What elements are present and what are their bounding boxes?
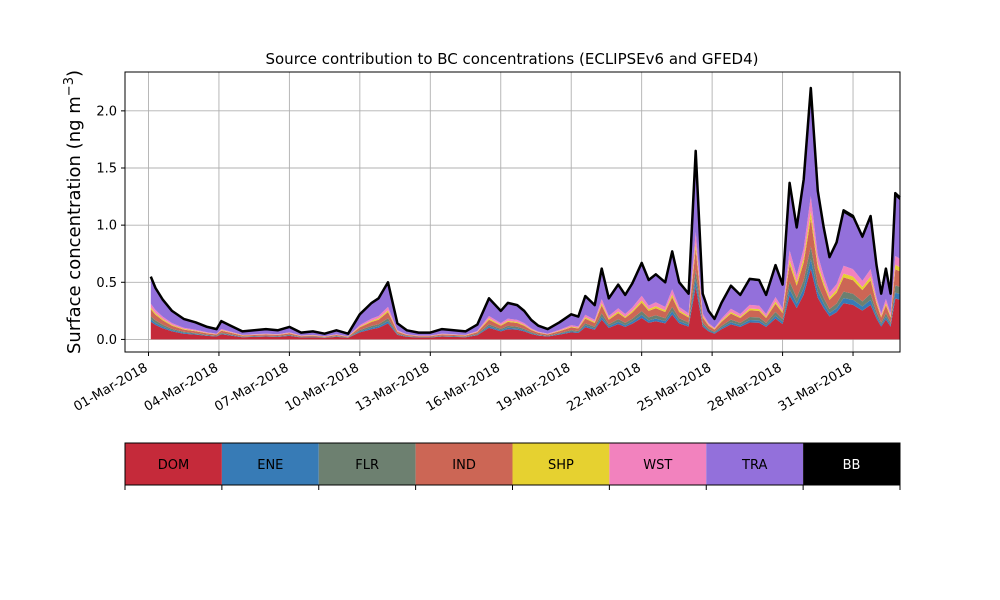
- legend-swatch-ene: [221, 443, 319, 485]
- legend-swatch-tra: [706, 443, 804, 485]
- y-axis-label: Surface concentration (ng m−3): [62, 70, 85, 354]
- y-axis-label-text: Surface concentration (ng m: [64, 96, 85, 354]
- y-tick-label-2: 1.0: [96, 219, 117, 234]
- y-tick-label-3: 1.5: [96, 162, 117, 177]
- legend-label-ind: IND: [452, 458, 476, 473]
- legend-label-wst: WST: [643, 458, 672, 473]
- total-outline: [149, 86, 901, 335]
- stacked-areas: [149, 86, 901, 340]
- legend-swatch-ind: [415, 443, 513, 485]
- y-tick-label-4: 2.0: [96, 104, 117, 119]
- y-axis-label-close: ): [64, 70, 85, 77]
- y-tick-label-1: 0.5: [96, 276, 117, 291]
- legend-label-ene: ENE: [257, 458, 283, 473]
- legend-label-shp: SHP: [548, 458, 574, 473]
- legend-label-bb: BB: [843, 458, 861, 473]
- legend-label-dom: DOM: [158, 458, 189, 473]
- area-dom: [150, 269, 901, 340]
- legend-colorbar: DOM ENE FLR IND SHP WST TRA BB: [124, 442, 901, 490]
- legend-label-flr: FLR: [355, 458, 379, 473]
- legend-swatch-wst: [609, 443, 707, 485]
- legend-swatch-flr: [318, 443, 416, 485]
- legend-label-tra: TRA: [741, 458, 767, 473]
- legend-swatch-bb: [803, 443, 900, 485]
- axes: [124, 71, 901, 353]
- y-axis-ticks: 0.0 0.5 1.0 1.5 2.0: [96, 104, 125, 348]
- y-axis-label-superscript: −3: [62, 77, 77, 96]
- y-tick-label-0: 0.0: [96, 333, 117, 348]
- legend-swatch-dom: [125, 443, 222, 485]
- plot-frame: [124, 71, 901, 353]
- chart-title: Source contribution to BC concentrations…: [265, 50, 758, 68]
- legend-swatch-shp: [512, 443, 610, 485]
